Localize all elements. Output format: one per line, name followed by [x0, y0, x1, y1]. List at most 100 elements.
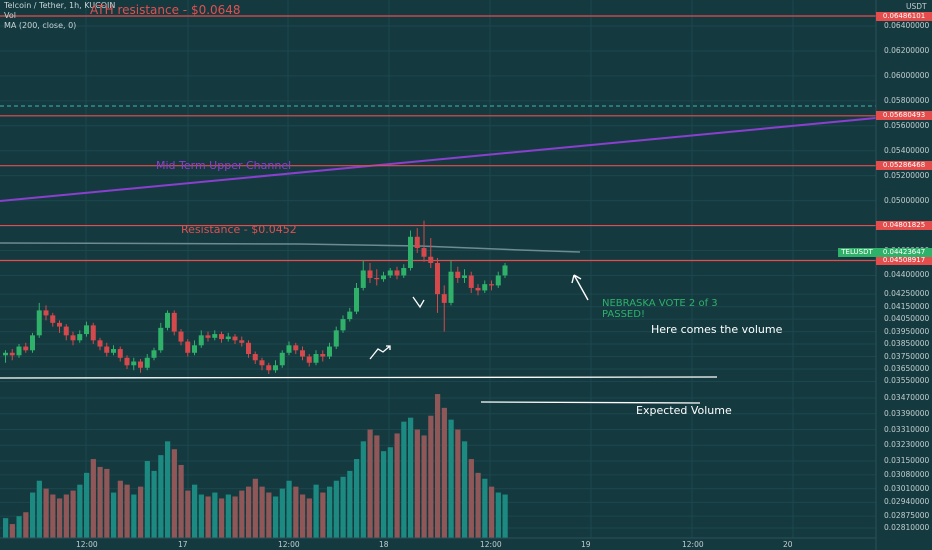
candle [327, 342, 332, 360]
volume-bar [205, 496, 211, 538]
volume-bar [219, 498, 225, 538]
volume-bar [246, 486, 252, 538]
level-price-tag: 0.05680493 [876, 111, 932, 121]
candle [192, 340, 197, 356]
candle [502, 262, 508, 278]
volume-bar [178, 464, 184, 538]
volume-bar [414, 429, 420, 538]
volume-bar [124, 484, 130, 538]
volume-bar [502, 494, 508, 538]
price-tick-label: 0.03850000 [884, 339, 930, 349]
candle [306, 354, 312, 367]
candle [266, 362, 272, 374]
level-price-tag: 0.04801825 [876, 221, 932, 231]
time-tick-label: 18 [379, 540, 389, 549]
candle [212, 330, 218, 341]
time-tick-label: 12:00 [278, 540, 300, 549]
price-tick-label: 0.05200000 [884, 170, 930, 180]
price-tick-label: 0.03750000 [884, 351, 930, 361]
marker-arrow-icon [412, 296, 425, 309]
candle [468, 271, 474, 293]
price-tick-label: 0.03150000 [884, 456, 930, 466]
candle [441, 285, 447, 332]
volume-bar [43, 488, 49, 538]
volume-bar [111, 492, 117, 538]
candle [151, 347, 157, 361]
pair-label: Telcoin / Tether, 1h, KUCOIN [4, 1, 116, 10]
volume-bar [367, 429, 373, 538]
candle [185, 339, 191, 357]
candle [360, 260, 366, 291]
candle [293, 342, 299, 355]
volume-bar [482, 478, 488, 538]
level-price-tag: 0.04508917 [876, 255, 932, 265]
candle [333, 326, 339, 350]
mid-term-upper-channel-line [0, 117, 877, 202]
volume-bar [36, 480, 42, 538]
candle [219, 331, 224, 343]
candle [387, 267, 393, 278]
volume-bar [428, 415, 434, 538]
volume-bar [320, 492, 326, 538]
volume-bar [387, 447, 393, 538]
candle [239, 336, 245, 347]
volume-bar [259, 486, 265, 538]
volume-bar [475, 472, 481, 538]
price-tick-label: 0.02875000 [884, 511, 930, 521]
price-tick-label: 0.04400000 [884, 270, 930, 280]
nebraska-line2: PASSED! [602, 309, 645, 320]
volume-bar [97, 466, 103, 538]
price-tick-label: 0.02940000 [884, 497, 930, 507]
volume-bar [441, 407, 447, 538]
candle [30, 332, 35, 353]
volume-bar [165, 441, 171, 538]
candle [401, 264, 407, 278]
volume-bar [90, 459, 96, 538]
time-tick-label: 12:00 [682, 540, 704, 549]
expected-volume-label: Expected Volume [636, 404, 732, 417]
expected-volume-line [480, 401, 701, 404]
volume-bar [448, 419, 454, 538]
candle [414, 228, 420, 254]
candle [43, 305, 49, 321]
candle [111, 345, 116, 356]
candle [489, 280, 494, 291]
candle [421, 220, 427, 262]
candle [232, 334, 238, 345]
volume-bar [151, 470, 157, 538]
volume-bar [171, 449, 177, 538]
candle [435, 257, 440, 313]
price-tick-label: 0.03390000 [884, 408, 930, 418]
level-price-tag: 0.05286468 [876, 161, 932, 171]
time-tick-label: 20 [783, 540, 793, 549]
volume-bar [354, 459, 360, 538]
candle [36, 302, 42, 338]
volume-bar [30, 492, 36, 538]
candle [482, 280, 488, 293]
volume-bar [16, 516, 22, 538]
candle [300, 346, 305, 361]
candle [354, 282, 359, 315]
volume-bar [198, 494, 204, 538]
candle [117, 346, 123, 362]
volume-label: Vol [4, 11, 16, 20]
price-tick-label: 0.03470000 [884, 393, 930, 402]
time-tick-label: 12:00 [76, 540, 98, 549]
volume-bars [3, 394, 508, 538]
candle [138, 359, 143, 373]
nebraska-line1: NEBRASKA VOTE 2 of 3 [602, 298, 718, 309]
volume-bar [408, 417, 414, 538]
price-tick-label: 0.05400000 [884, 145, 930, 155]
candle [9, 349, 15, 361]
candle [279, 350, 285, 368]
price-tick-label: 0.06000000 [884, 70, 930, 80]
volume-bar [327, 486, 333, 538]
volume-bar [63, 494, 69, 538]
candle [84, 321, 89, 337]
candle [313, 350, 319, 366]
volume-bar [435, 394, 441, 538]
volume-bar [239, 490, 245, 538]
price-tick-label: 0.06200000 [884, 45, 930, 55]
candle [3, 350, 8, 363]
